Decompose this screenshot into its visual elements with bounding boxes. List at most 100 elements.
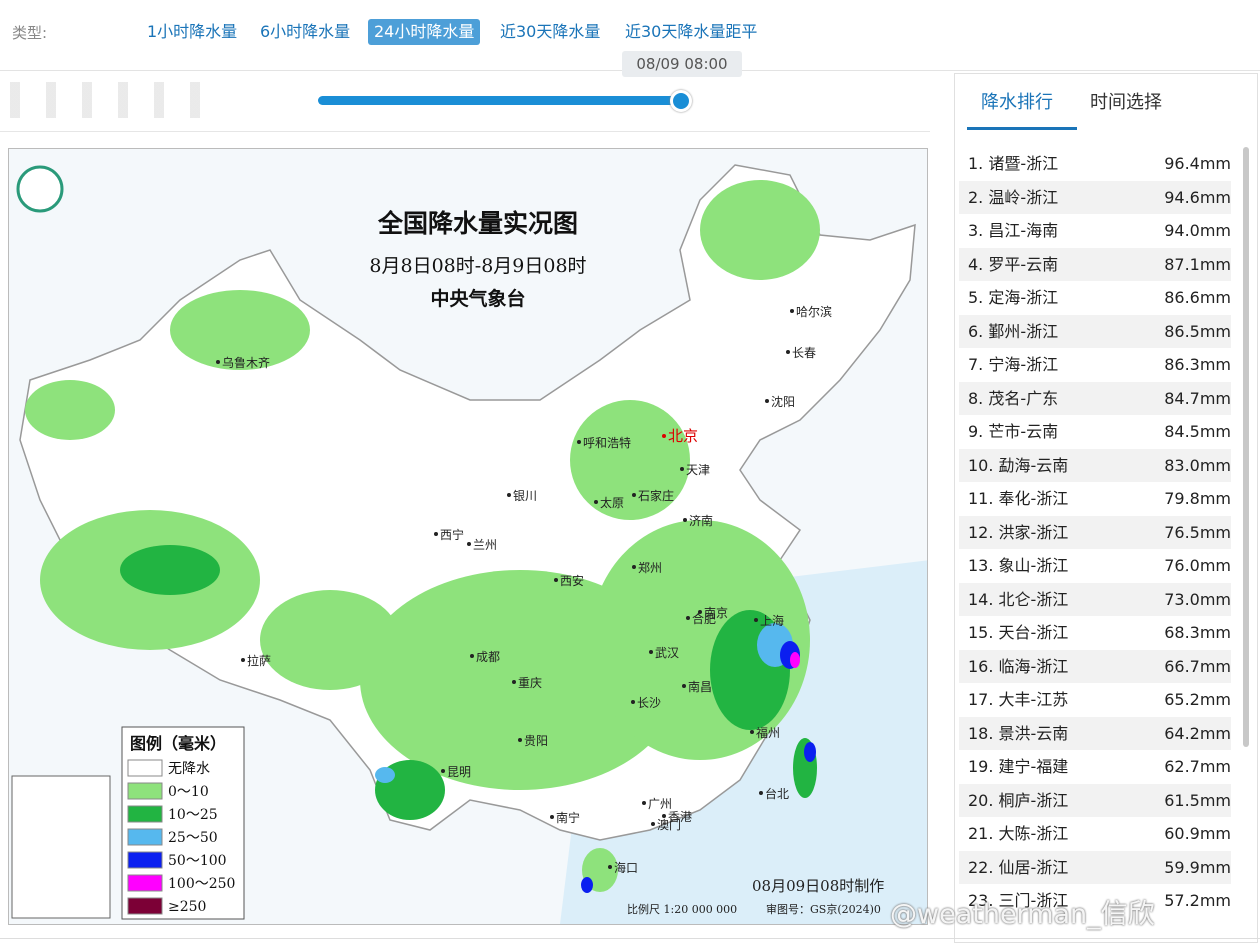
logo xyxy=(16,165,64,213)
type-label: 类型: xyxy=(12,24,48,42)
ranking-row[interactable]: 1. 诸暨-浙江 96.4mm xyxy=(959,147,1231,180)
legend-swatch xyxy=(127,828,163,846)
city-dot xyxy=(649,650,653,654)
city-label: 南宁 xyxy=(556,810,580,825)
approval: 审图号：GS京(2024)0 xyxy=(766,902,881,916)
city-label: 银川 xyxy=(513,489,537,503)
city-dot xyxy=(507,493,511,497)
ranking-row[interactable]: 5. 定海-浙江 86.6mm xyxy=(959,281,1231,314)
city-label: 香港 xyxy=(668,810,692,824)
city-dot xyxy=(662,814,666,818)
slider-knob[interactable] xyxy=(670,90,692,112)
legend-label: 100～250 xyxy=(168,876,235,892)
city-label: 合肥 xyxy=(692,611,716,626)
type-tab[interactable]: 1小时降水量 xyxy=(147,22,238,41)
ranking-row[interactable]: 21. 大陈-浙江 60.9mm xyxy=(959,817,1231,850)
city-label: 台北 xyxy=(765,786,789,801)
ranking-row[interactable]: 3. 昌江-海南 94.0mm xyxy=(959,214,1231,247)
ranking-row[interactable]: 12. 洪家-浙江 76.5mm xyxy=(959,515,1231,549)
divider xyxy=(0,131,930,132)
ranking-row[interactable]: 23. 三门-浙江 57.2mm xyxy=(959,884,1231,917)
legend-label: 25～50 xyxy=(168,830,218,846)
amount: 64.2mm xyxy=(1164,723,1231,743)
station: 16. 临海-浙江 xyxy=(968,656,1069,676)
city-dot xyxy=(642,801,646,805)
legend-swatch xyxy=(127,874,163,892)
amount: 73.0mm xyxy=(1164,589,1231,609)
toolbar: 类型: 1小时降水量 6小时降水量 24小时降水量 近30天降水量 近30天降水量距平 xyxy=(0,0,1260,71)
ranking-row[interactable]: 17. 大丰-江苏 65.2mm xyxy=(959,683,1231,716)
ranking-row[interactable]: 20. 桐庐-浙江 61.5mm xyxy=(959,783,1231,817)
station: 15. 天台-浙江 xyxy=(968,623,1069,642)
city-dot xyxy=(651,822,655,826)
type-tab[interactable]: 6小时降水量 xyxy=(260,22,351,41)
ranking-row[interactable]: 4. 罗平-云南 87.1mm xyxy=(959,247,1231,281)
city-label: 澳门 xyxy=(657,817,681,832)
panel-tab[interactable]: 降水排行 xyxy=(981,92,1053,113)
city-label: 上海 xyxy=(760,613,784,628)
ranking-row[interactable]: 8. 茂名-广东 84.7mm xyxy=(959,381,1231,415)
type-tab[interactable]: 近30天降水量 xyxy=(500,22,601,41)
ranking-row[interactable]: 10. 勐海-云南 83.0mm xyxy=(959,448,1231,482)
ranking-row[interactable]: 15. 天台-浙江 68.3mm xyxy=(959,616,1231,649)
scrollbar[interactable] xyxy=(1243,147,1249,747)
rain-area xyxy=(25,380,115,440)
city-label: 昆明 xyxy=(447,765,471,779)
rain-area xyxy=(790,652,800,668)
ranking-row[interactable]: 18. 景洪-云南 64.2mm xyxy=(959,716,1231,750)
city-dot xyxy=(754,618,758,622)
city-label: 沈阳 xyxy=(771,394,795,409)
station: 6. 鄞州-浙江 xyxy=(968,321,1059,341)
station: 3. 昌江-海南 xyxy=(968,221,1059,240)
ranking-row[interactable]: 7. 宁海-浙江 86.3mm xyxy=(959,348,1231,381)
ranking-row[interactable]: 11. 奉化-浙江 79.8mm xyxy=(959,482,1231,515)
city-label: 太原 xyxy=(600,495,624,510)
legend-title: 图例（毫米） xyxy=(130,734,226,753)
rain-heavy xyxy=(375,623,816,893)
ranking-row[interactable]: 9. 芒市-云南 84.5mm xyxy=(959,415,1231,448)
blurred-area xyxy=(10,82,220,118)
ranking-row[interactable]: 13. 象山-浙江 76.0mm xyxy=(959,549,1231,582)
ranking-row[interactable]: 6. 鄞州-浙江 86.5mm xyxy=(959,314,1231,348)
station: 23. 三门-浙江 xyxy=(968,891,1069,910)
type-tab[interactable]: 24小时降水量 xyxy=(368,19,481,45)
city-dot xyxy=(632,565,636,569)
map-period: 8月8日08时-8月9日08时 xyxy=(369,255,586,277)
ranking-row[interactable]: 16. 临海-浙江 66.7mm xyxy=(959,649,1231,683)
city-dot xyxy=(759,791,763,795)
amount: 94.0mm xyxy=(1164,221,1231,240)
amount: 62.7mm xyxy=(1164,757,1231,776)
city-label: 海口 xyxy=(614,860,638,875)
ranking-row[interactable]: 22. 仙居-浙江 59.9mm xyxy=(959,850,1231,884)
legend-label: 50～100 xyxy=(168,853,227,869)
city-dot xyxy=(608,865,612,869)
ranking-row[interactable]: 2. 温岭-浙江 94.6mm xyxy=(959,180,1231,214)
time-slider[interactable] xyxy=(318,96,681,105)
map-issuer: 中央气象台 xyxy=(430,287,525,310)
station: 14. 北仑-浙江 xyxy=(968,589,1069,609)
city-label: 西安 xyxy=(560,573,584,588)
city-label: 成都 xyxy=(476,650,500,664)
rain-area xyxy=(570,400,690,520)
rain-area xyxy=(260,590,400,690)
amount: 76.0mm xyxy=(1164,556,1231,575)
rain-area xyxy=(700,180,820,280)
city-dot xyxy=(686,616,690,620)
city-dot xyxy=(577,440,581,444)
city-label: 西宁 xyxy=(440,527,464,542)
city-label: 兰州 xyxy=(473,538,497,552)
city-label: 北京 xyxy=(668,427,698,445)
type-tab[interactable]: 近30天降水量距平 xyxy=(625,22,758,41)
rain-area xyxy=(804,742,816,762)
ranking-row[interactable]: 14. 北仑-浙江 73.0mm xyxy=(959,582,1231,616)
panel-tab[interactable]: 时间选择 xyxy=(1090,92,1162,113)
city-dot xyxy=(765,399,769,403)
city-dot xyxy=(750,730,754,734)
ranking-row[interactable]: 19. 建宁-福建 62.7mm xyxy=(959,750,1231,783)
legend-label: ≥250 xyxy=(168,899,206,915)
amount: 66.7mm xyxy=(1164,656,1231,676)
city-dot xyxy=(632,493,636,497)
legend-swatch xyxy=(127,759,163,777)
station: 5. 定海-浙江 xyxy=(968,288,1059,307)
city-dot xyxy=(512,680,516,684)
